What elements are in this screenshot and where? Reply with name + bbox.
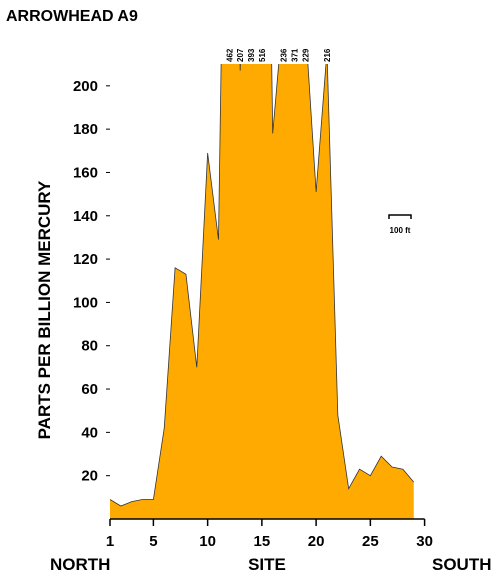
north-label: NORTH bbox=[50, 555, 110, 574]
value-label: 207 bbox=[236, 48, 245, 62]
value-label: 462 bbox=[225, 48, 234, 62]
y-axis-label: PARTS PER BILLION MERCURY bbox=[35, 180, 54, 439]
scale-label: 100 ft bbox=[390, 226, 411, 235]
value-label: 229 bbox=[301, 48, 310, 62]
x-tick-label: 20 bbox=[308, 533, 325, 550]
value-label: 371 bbox=[290, 48, 299, 62]
y-tick-label: 120 bbox=[73, 251, 98, 268]
y-tick-label: 60 bbox=[81, 381, 98, 398]
y-tick-label: 100 bbox=[73, 294, 98, 311]
y-tick-label: 80 bbox=[81, 338, 98, 355]
y-tick-label: 160 bbox=[73, 164, 98, 181]
area-line bbox=[109, 64, 415, 507]
x-tick-label: 1 bbox=[106, 533, 114, 550]
y-tick-label: 40 bbox=[81, 424, 98, 441]
plot-area bbox=[109, 64, 415, 519]
x-axis-label: SITE bbox=[248, 555, 286, 574]
area-fill bbox=[110, 64, 414, 519]
value-label: 216 bbox=[323, 48, 332, 62]
scale-bar bbox=[388, 214, 412, 219]
y-tick-label: 200 bbox=[73, 78, 98, 95]
south-label: SOUTH bbox=[432, 555, 492, 574]
chart-title: ARROWHEAD A9 bbox=[6, 8, 138, 25]
value-label: 393 bbox=[247, 48, 256, 62]
x-tick-label: 10 bbox=[199, 533, 216, 550]
x-tick-label: 25 bbox=[362, 533, 379, 550]
y-tick-label: 20 bbox=[81, 468, 98, 485]
y-tick-label: 140 bbox=[73, 208, 98, 225]
value-label: 236 bbox=[280, 48, 289, 62]
x-tick-label: 15 bbox=[254, 533, 271, 550]
y-tick-label: 180 bbox=[73, 121, 98, 138]
x-tick-label: 5 bbox=[149, 533, 157, 550]
value-label: 516 bbox=[258, 48, 267, 62]
x-tick-label: 30 bbox=[416, 533, 433, 550]
